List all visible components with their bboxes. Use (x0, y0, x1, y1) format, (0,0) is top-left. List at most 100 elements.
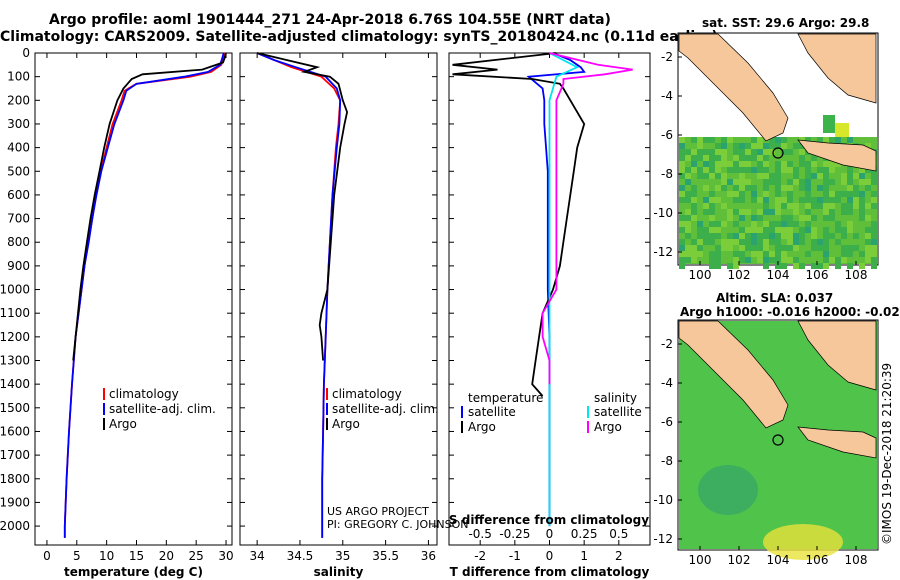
legend-label: Argo (594, 420, 622, 434)
sst-pixel (823, 263, 829, 269)
sst-pixel (715, 167, 721, 173)
sst-pixel (733, 143, 739, 149)
sst-pixel (733, 161, 739, 167)
sst-pixel (697, 239, 703, 245)
sst-pixel (727, 179, 733, 185)
depth-tick-label: 800 (7, 235, 30, 249)
sst-pixel (805, 221, 811, 227)
sst-pixel (703, 173, 709, 179)
sst-pixel (847, 197, 853, 203)
x-tick-label: 5 (73, 549, 81, 563)
sst-pixel (757, 167, 763, 173)
sst-pixel (763, 203, 769, 209)
sst-pixel (865, 143, 871, 149)
sst-pixel (781, 137, 787, 143)
sst-pixel (859, 263, 865, 269)
sst-pixel (847, 191, 853, 197)
sst-pixel (721, 161, 727, 167)
pi-credit: PI: GREGORY C. JOHNSON (327, 518, 469, 531)
sst-pixel (775, 179, 781, 185)
sst-pixel (739, 251, 745, 257)
depth-tick-label: 1400 (0, 377, 30, 391)
sst-pixel (745, 167, 751, 173)
sst-pixel (757, 137, 763, 143)
sst-pixel (781, 245, 787, 251)
sst-pixel (685, 155, 691, 161)
sst-pixel (823, 227, 829, 233)
series-line (72, 52, 227, 361)
sst-pixel (853, 233, 859, 239)
sst-pixel (727, 137, 733, 143)
sst-pixel (739, 245, 745, 251)
sst-pixel (823, 215, 829, 221)
x-tick-label: 0 (43, 549, 51, 563)
sst-pixel (715, 185, 721, 191)
sst-pixel (787, 197, 793, 203)
sst-pixel (709, 161, 715, 167)
sst-pixel (835, 123, 849, 137)
sst-pixel (799, 149, 805, 155)
series-line (256, 52, 349, 361)
sst-pixel (703, 233, 709, 239)
legend-label: Argo (332, 417, 360, 431)
sst-pixel (703, 137, 709, 143)
sst-pixel (793, 239, 799, 245)
float-position-marker (772, 147, 784, 159)
sst-pixel (715, 161, 721, 167)
sst-pixel (847, 245, 853, 251)
sst-pixel (685, 245, 691, 251)
sst-pixel (781, 257, 787, 263)
sst-pixel (775, 245, 781, 251)
sst-pixel (841, 173, 847, 179)
sst-pixel (811, 245, 817, 251)
sst-pixel (703, 167, 709, 173)
map-x-tick-label: 100 (689, 268, 712, 282)
sst-pixel (787, 203, 793, 209)
sst-pixel (739, 191, 745, 197)
sst-pixel (757, 149, 763, 155)
sst-pixel (715, 143, 721, 149)
map-x-tick-label: 106 (806, 553, 829, 567)
sst-pixel (835, 137, 841, 143)
map-y-tick-label: -2 (661, 337, 673, 351)
sst-pixel (763, 143, 769, 149)
sst-pixel (733, 257, 739, 263)
sst-pixel (775, 173, 781, 179)
sst-pixel (733, 185, 739, 191)
depth-tick-label: 1700 (0, 448, 30, 462)
sst-pixel (769, 179, 775, 185)
depth-tick-label: 0 (22, 46, 30, 60)
sst-pixel (685, 221, 691, 227)
sst-pixel (745, 161, 751, 167)
sst-pixel (793, 245, 799, 251)
x-tick-label: 0 (546, 549, 554, 563)
sst-pixel (739, 161, 745, 167)
sst-pixel (805, 191, 811, 197)
map-y-tick-label: -6 (661, 415, 673, 429)
sst-pixel (859, 197, 865, 203)
sst-pixel (691, 245, 697, 251)
x-axis-label: temperature (deg C) (64, 565, 203, 579)
sst-pixel (739, 239, 745, 245)
sst-pixel (727, 161, 733, 167)
sst-pixel (703, 149, 709, 155)
sst-pixel (691, 161, 697, 167)
sst-pixel (823, 167, 829, 173)
sst-pixel (841, 245, 847, 251)
depth-tick-label: 1100 (0, 306, 30, 320)
sst-pixel (763, 263, 769, 269)
sst-pixel (829, 197, 835, 203)
sst-pixel (847, 179, 853, 185)
sst-pixel (751, 239, 757, 245)
x-tick-label: 20 (159, 549, 174, 563)
sst-pixel (703, 227, 709, 233)
sst-pixel (793, 209, 799, 215)
sst-pixel (787, 215, 793, 221)
sst-pixel (865, 227, 871, 233)
sst-pixel (709, 239, 715, 245)
sst-pixel (829, 167, 835, 173)
sst-pixel (721, 143, 727, 149)
sst-pixel (829, 191, 835, 197)
secondary-tick-label: 0 (546, 527, 554, 541)
sst-pixel (685, 173, 691, 179)
